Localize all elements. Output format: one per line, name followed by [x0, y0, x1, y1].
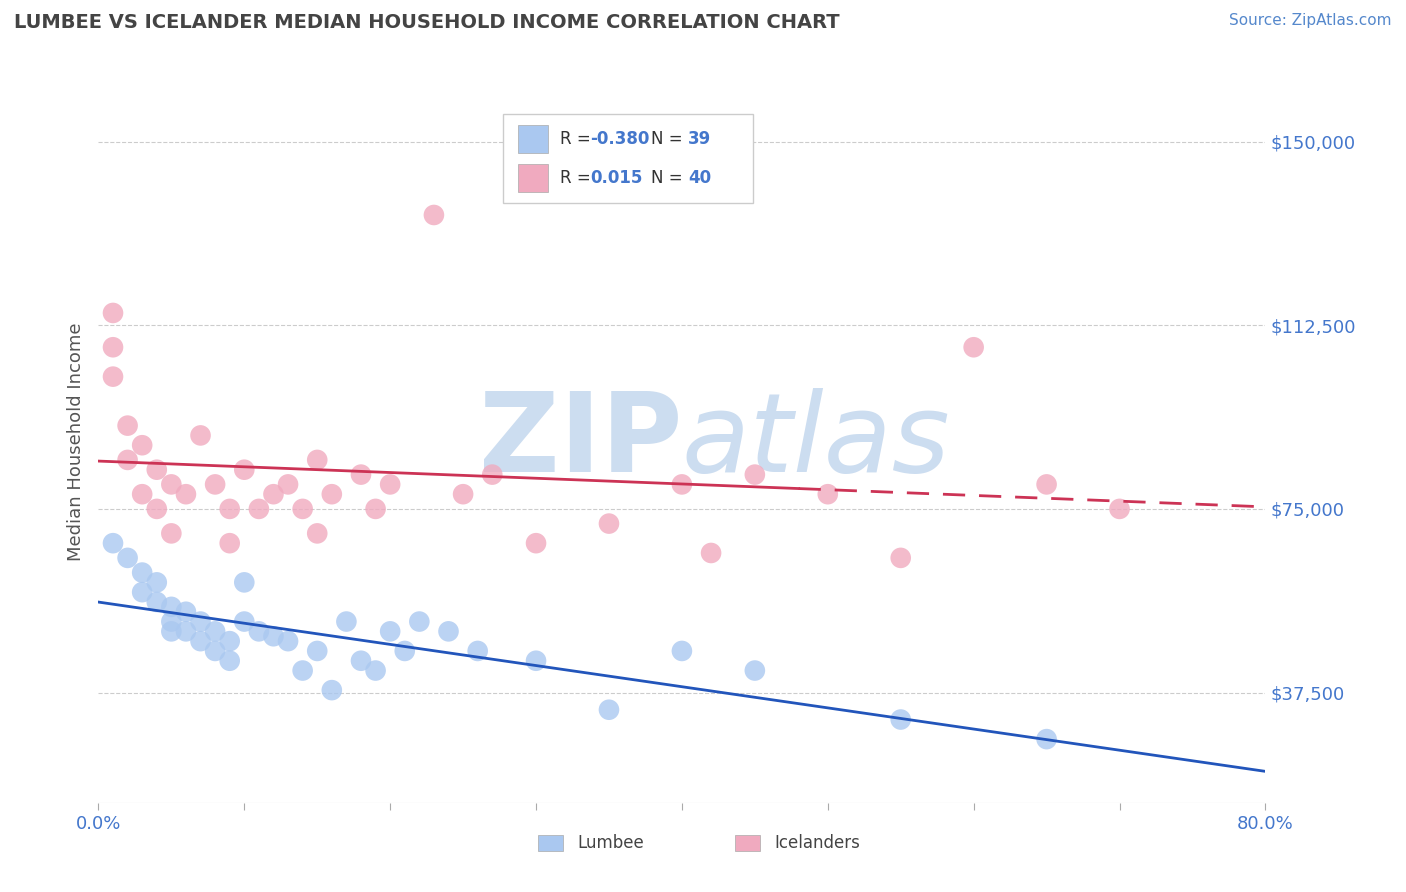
Point: [1035, 732, 1057, 747]
Point: [146, 595, 169, 609]
Point: [204, 624, 226, 639]
Point: [131, 438, 153, 452]
Point: [890, 713, 912, 727]
Point: [101, 536, 124, 550]
Point: [394, 644, 416, 658]
Point: [160, 477, 183, 491]
Point: [174, 624, 197, 639]
Point: [962, 340, 984, 354]
Y-axis label: Median Household Income: Median Household Income: [66, 322, 84, 561]
Point: [364, 502, 387, 516]
Point: [218, 654, 240, 668]
Point: [307, 453, 329, 467]
Point: [160, 624, 183, 639]
Point: [700, 546, 723, 560]
Text: Source: ZipAtlas.com: Source: ZipAtlas.com: [1229, 13, 1392, 29]
Point: [423, 208, 446, 222]
Point: [190, 428, 212, 442]
Point: [117, 453, 139, 467]
Point: [451, 487, 474, 501]
Point: [262, 629, 284, 643]
Point: [291, 502, 314, 516]
Point: [218, 502, 240, 516]
Text: R =: R =: [560, 169, 602, 187]
Text: R =: R =: [560, 130, 596, 148]
Point: [817, 487, 839, 501]
Point: [321, 487, 343, 501]
Point: [671, 644, 693, 658]
Point: [321, 683, 343, 698]
Text: N =: N =: [651, 130, 688, 148]
Point: [598, 703, 620, 717]
Point: [233, 575, 256, 590]
Text: atlas: atlas: [682, 388, 950, 495]
Point: [467, 644, 489, 658]
Point: [146, 463, 169, 477]
Point: [218, 634, 240, 648]
Point: [524, 654, 547, 668]
Text: Lumbee: Lumbee: [578, 834, 644, 852]
Point: [277, 634, 299, 648]
Point: [262, 487, 284, 501]
Point: [598, 516, 620, 531]
Point: [277, 477, 299, 491]
Point: [101, 340, 124, 354]
Text: 40: 40: [688, 169, 711, 187]
Point: [481, 467, 503, 482]
Point: [131, 585, 153, 599]
Point: [190, 615, 212, 629]
Point: [1108, 502, 1130, 516]
Point: [233, 463, 256, 477]
Point: [307, 526, 329, 541]
Text: -0.380: -0.380: [591, 130, 650, 148]
Point: [671, 477, 693, 491]
Point: [408, 615, 430, 629]
Point: [174, 605, 197, 619]
Text: N =: N =: [651, 169, 688, 187]
Point: [247, 502, 270, 516]
Text: Icelanders: Icelanders: [773, 834, 860, 852]
Point: [380, 477, 402, 491]
Point: [117, 550, 139, 565]
Point: [307, 644, 329, 658]
Point: [204, 644, 226, 658]
Text: ZIP: ZIP: [478, 388, 682, 495]
Point: [146, 575, 169, 590]
Point: [117, 418, 139, 433]
Text: 39: 39: [688, 130, 711, 148]
Point: [190, 634, 212, 648]
Point: [131, 566, 153, 580]
Point: [146, 502, 169, 516]
Point: [233, 615, 256, 629]
Point: [524, 536, 547, 550]
Point: [1035, 477, 1057, 491]
Text: 0.015: 0.015: [591, 169, 643, 187]
Point: [174, 487, 197, 501]
Text: LUMBEE VS ICELANDER MEDIAN HOUSEHOLD INCOME CORRELATION CHART: LUMBEE VS ICELANDER MEDIAN HOUSEHOLD INC…: [14, 13, 839, 32]
Point: [744, 664, 766, 678]
Point: [744, 467, 766, 482]
Point: [160, 615, 183, 629]
Point: [160, 599, 183, 614]
Point: [160, 526, 183, 541]
Point: [291, 664, 314, 678]
Point: [890, 550, 912, 565]
Point: [218, 536, 240, 550]
Point: [350, 467, 373, 482]
Point: [380, 624, 402, 639]
Point: [101, 306, 124, 320]
Point: [204, 477, 226, 491]
Point: [350, 654, 373, 668]
Point: [437, 624, 460, 639]
Point: [364, 664, 387, 678]
Point: [131, 487, 153, 501]
Point: [335, 615, 357, 629]
Point: [101, 369, 124, 384]
Point: [247, 624, 270, 639]
